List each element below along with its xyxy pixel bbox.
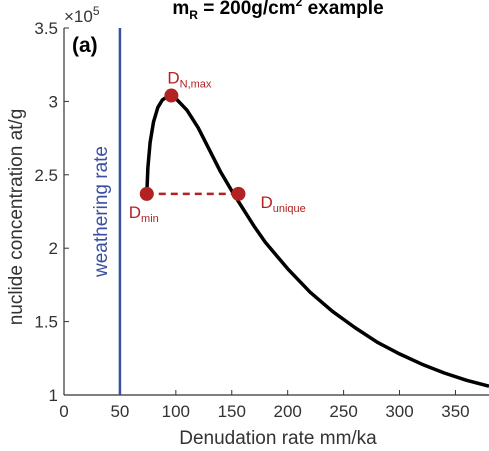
title-main: m — [172, 0, 189, 19]
point-D_Nmax — [164, 88, 179, 103]
x-tick-label: 300 — [385, 402, 413, 421]
y-tick-label: 2.5 — [34, 166, 58, 185]
weathering-rate-label: weathering rate — [91, 146, 112, 278]
plot-area: weathering rate Dmin DN,max Dunique — [91, 28, 489, 395]
y-tick-label: 2 — [49, 239, 58, 258]
x-tick-label: 50 — [110, 402, 129, 421]
y-exponent-power: 5 — [93, 4, 100, 18]
x-axis-label: Denudation rate mm/ka — [179, 428, 377, 449]
label-D_min: Dmin — [129, 203, 159, 225]
x-tick-label: 250 — [329, 402, 357, 421]
chart-title: mR = 200g/cm2 example — [172, 0, 383, 22]
point-D_min — [139, 186, 154, 201]
y-tick-label: 3.5 — [34, 19, 58, 38]
x-tick-label: 100 — [162, 402, 190, 421]
title-sub: R — [189, 8, 198, 22]
label-D_Nmax: DN,max — [167, 69, 212, 91]
y-tick-label: 1 — [49, 386, 58, 405]
x-axis-ticks: 0 50 100 150 200 250 300 350 — [59, 390, 470, 421]
y-tick-label: 1.5 — [34, 313, 58, 332]
title-sup: 2 — [296, 0, 303, 9]
y-axis-label: nuclide concentration at/g — [6, 109, 27, 326]
y-exponent-label: ×105 — [64, 4, 100, 26]
point-D_unique — [231, 186, 246, 201]
x-tick-label: 0 — [59, 402, 68, 421]
title-rest: = 200g/cm — [198, 0, 296, 19]
label-D_unique: Dunique — [260, 193, 305, 215]
y-axis-ticks: 1 1.5 2 2.5 3 3.5 — [34, 19, 69, 405]
title-end: example — [302, 0, 383, 19]
x-tick-label: 350 — [441, 402, 469, 421]
axes — [63, 28, 489, 396]
x-tick-label: 200 — [273, 402, 301, 421]
x-tick-label: 150 — [218, 402, 246, 421]
series-line — [145, 93, 489, 388]
y-exponent-base: ×10 — [64, 7, 93, 26]
panel-label: (a) — [72, 34, 98, 57]
y-tick-label: 3 — [49, 92, 58, 111]
